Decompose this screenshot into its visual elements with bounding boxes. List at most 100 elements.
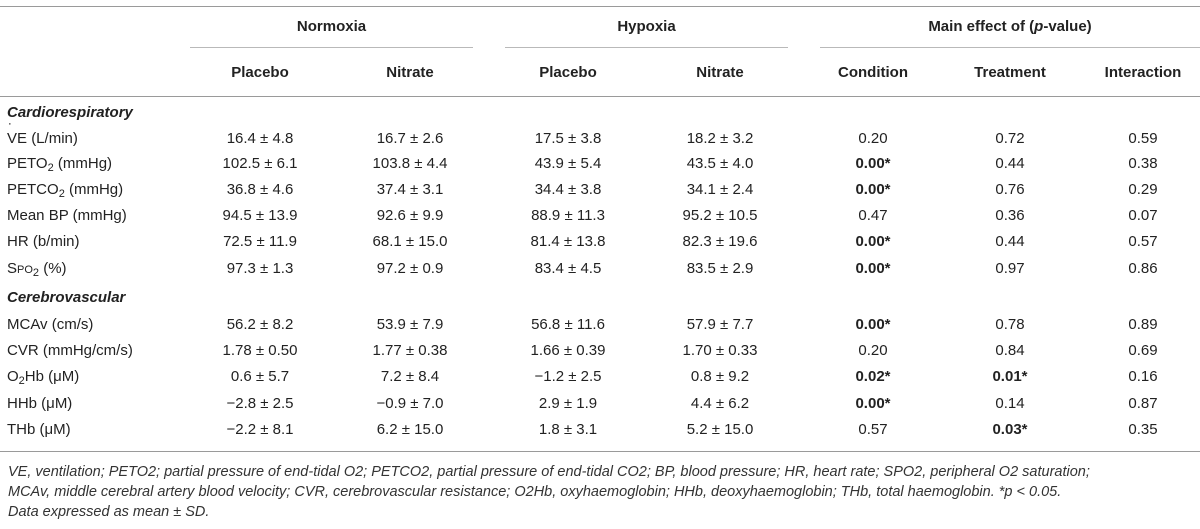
- footnote-line-3-text: Data expressed as mean ± SD.: [8, 504, 210, 520]
- cell-peto2-0: 102.5 ± 6.1: [222, 155, 298, 172]
- cell-mcav-1: 53.9 ± 7.9: [376, 316, 444, 333]
- cell-spo2-4: 0.00*: [855, 260, 891, 277]
- cell-o2hb-1: 7.2 ± 8.4: [380, 368, 440, 385]
- subheader-normoxia-placebo: Placebo: [231, 64, 289, 81]
- cell-spo2-1: 97.2 ± 0.9: [376, 260, 444, 277]
- subheader-condition: Condition: [838, 64, 908, 81]
- cell-mean-bp-3: 95.2 ± 10.5: [682, 207, 758, 224]
- cell-hhb-5: 0.14: [995, 395, 1025, 412]
- cell-cvr-5: 0.84: [995, 342, 1025, 359]
- cell-spo2-3: 83.5 ± 2.9: [686, 260, 754, 277]
- cell-hr-3: 82.3 ± 19.6: [682, 233, 758, 250]
- cell-o2hb-5: 0.01*: [992, 368, 1028, 385]
- cell-peto2-4: 0.00*: [855, 155, 891, 172]
- subheader-hypoxia-nitrate: Nitrate: [696, 64, 744, 81]
- cell-mean-bp-1: 92.6 ± 9.9: [376, 207, 444, 224]
- group-header-main-effect: Main effect of (p-value): [928, 18, 1092, 35]
- cell-mean-bp-6: 0.07: [1128, 207, 1158, 224]
- section-cardiorespiratory: Cardiorespiratory: [7, 104, 133, 121]
- cell-peto2-5: 0.44: [995, 155, 1025, 172]
- row-label-peto2: PETO2 (mmHg): [7, 155, 113, 174]
- cell-thb-6: 0.35: [1128, 421, 1158, 438]
- cell-cvr-3: 1.70 ± 0.33: [682, 342, 758, 359]
- top-rule: [0, 6, 1200, 7]
- cell-petco2-3: 34.1 ± 2.4: [686, 181, 754, 198]
- cell-peto2-1: 103.8 ± 4.4: [372, 155, 448, 172]
- row-label-o2hb: O2Hb (μM): [7, 368, 80, 387]
- cell-hr-0: 72.5 ± 11.9: [223, 233, 297, 250]
- cell-hr-5: 0.44: [995, 233, 1025, 250]
- cell-cvr-2: 1.66 ± 0.39: [530, 342, 606, 359]
- row-label-ve: VE (L/min): [7, 121, 78, 148]
- cell-peto2-2: 43.9 ± 5.4: [534, 155, 602, 172]
- cell-hhb-4: 0.00*: [855, 395, 891, 412]
- cell-spo2-0: 97.3 ± 1.3: [226, 260, 294, 277]
- cell-ve-6: 0.59: [1128, 130, 1158, 147]
- cell-spo2-2: 83.4 ± 4.5: [534, 260, 602, 277]
- row-label-spo2: SPO2 (%): [7, 260, 67, 279]
- cell-ve-3: 18.2 ± 3.2: [686, 130, 754, 147]
- cell-cvr-4: 0.20: [858, 342, 888, 359]
- row-label-cvr: CVR (mmHg/cm/s): [7, 342, 133, 359]
- row-label-hhb: HHb (μM): [7, 395, 73, 412]
- cell-thb-1: 6.2 ± 15.0: [376, 421, 444, 438]
- cell-ve-2: 17.5 ± 3.8: [534, 130, 602, 147]
- cell-peto2-3: 43.5 ± 4.0: [686, 155, 754, 172]
- cell-mcav-6: 0.89: [1128, 316, 1158, 333]
- cell-thb-3: 5.2 ± 15.0: [686, 421, 754, 438]
- cell-mean-bp-0: 94.5 ± 13.9: [222, 207, 298, 224]
- cell-petco2-1: 37.4 ± 3.1: [376, 181, 444, 198]
- row-label-mcav: MCAv (cm/s): [7, 316, 94, 333]
- cell-petco2-2: 34.4 ± 3.8: [534, 181, 602, 198]
- cell-mcav-2: 56.8 ± 11.6: [531, 316, 605, 333]
- cell-petco2-0: 36.8 ± 4.6: [226, 181, 294, 198]
- cell-cvr-0: 1.78 ± 0.50: [222, 342, 298, 359]
- subheader-interaction: Interaction: [1104, 64, 1182, 81]
- cell-o2hb-0: 0.6 ± 5.7: [230, 368, 290, 385]
- cell-mcav-3: 57.9 ± 7.7: [686, 316, 754, 333]
- cell-hr-6: 0.57: [1128, 233, 1158, 250]
- cell-ve-5: 0.72: [995, 130, 1025, 147]
- row-label-mean-bp: Mean BP (mmHg): [7, 207, 127, 224]
- cell-hr-4: 0.00*: [855, 233, 891, 250]
- cell-o2hb-6: 0.16: [1128, 368, 1158, 385]
- cell-petco2-4: 0.00*: [855, 181, 891, 198]
- cell-peto2-6: 0.38: [1128, 155, 1158, 172]
- cell-mcav-5: 0.78: [995, 316, 1025, 333]
- hypoxia-underline: [505, 47, 788, 48]
- group-header-hypoxia: Hypoxia: [617, 18, 676, 35]
- section-cerebrovascular: Cerebrovascular: [7, 289, 126, 306]
- cell-ve-1: 16.7 ± 2.6: [376, 130, 444, 147]
- cell-thb-4: 0.57: [858, 421, 888, 438]
- cell-mcav-4: 0.00*: [855, 316, 891, 333]
- cell-mean-bp-4: 0.47: [858, 207, 888, 224]
- subheader-treatment: Treatment: [974, 64, 1046, 81]
- cell-spo2-6: 0.86: [1128, 260, 1158, 277]
- cell-mean-bp-2: 88.9 ± 11.3: [531, 207, 605, 224]
- cell-thb-5: 0.03*: [992, 421, 1028, 438]
- row-label-hr: HR (b/min): [7, 233, 80, 250]
- footnote-line-3: Data expressed as mean ± SD.: [8, 502, 1194, 522]
- cell-hhb-1: −0.9 ± 7.0: [376, 395, 444, 412]
- subheader-normoxia-nitrate: Nitrate: [386, 64, 434, 81]
- cell-hr-2: 81.4 ± 13.8: [530, 233, 606, 250]
- cell-thb-2: 1.8 ± 3.1: [538, 421, 598, 438]
- footnote-line-1: VE, ventilation; PETO2; partial pressure…: [8, 462, 1194, 482]
- cell-hr-1: 68.1 ± 15.0: [372, 233, 448, 250]
- cell-ve-0: 16.4 ± 4.8: [226, 130, 294, 147]
- cell-hhb-0: −2.8 ± 2.5: [226, 395, 294, 412]
- header-rule: [0, 96, 1200, 97]
- cell-ve-4: 0.20: [858, 130, 888, 147]
- cell-o2hb-2: −1.2 ± 2.5: [534, 368, 602, 385]
- cell-hhb-2: 2.9 ± 1.9: [538, 395, 598, 412]
- cell-petco2-5: 0.76: [995, 181, 1025, 198]
- row-label-petco2: PETCO2 (mmHg): [7, 181, 124, 200]
- cell-petco2-6: 0.29: [1128, 181, 1158, 198]
- cell-hhb-3: 4.4 ± 6.2: [690, 395, 750, 412]
- cell-spo2-5: 0.97: [995, 260, 1025, 277]
- cell-mcav-0: 56.2 ± 8.2: [226, 316, 294, 333]
- cell-cvr-6: 0.69: [1128, 342, 1158, 359]
- footnote-line-1-text: VE, ventilation; PETO2; partial pressure…: [8, 464, 1090, 480]
- footnote-line-2: MCAv, middle cerebral artery blood veloc…: [8, 482, 1194, 502]
- normoxia-underline: [190, 47, 473, 48]
